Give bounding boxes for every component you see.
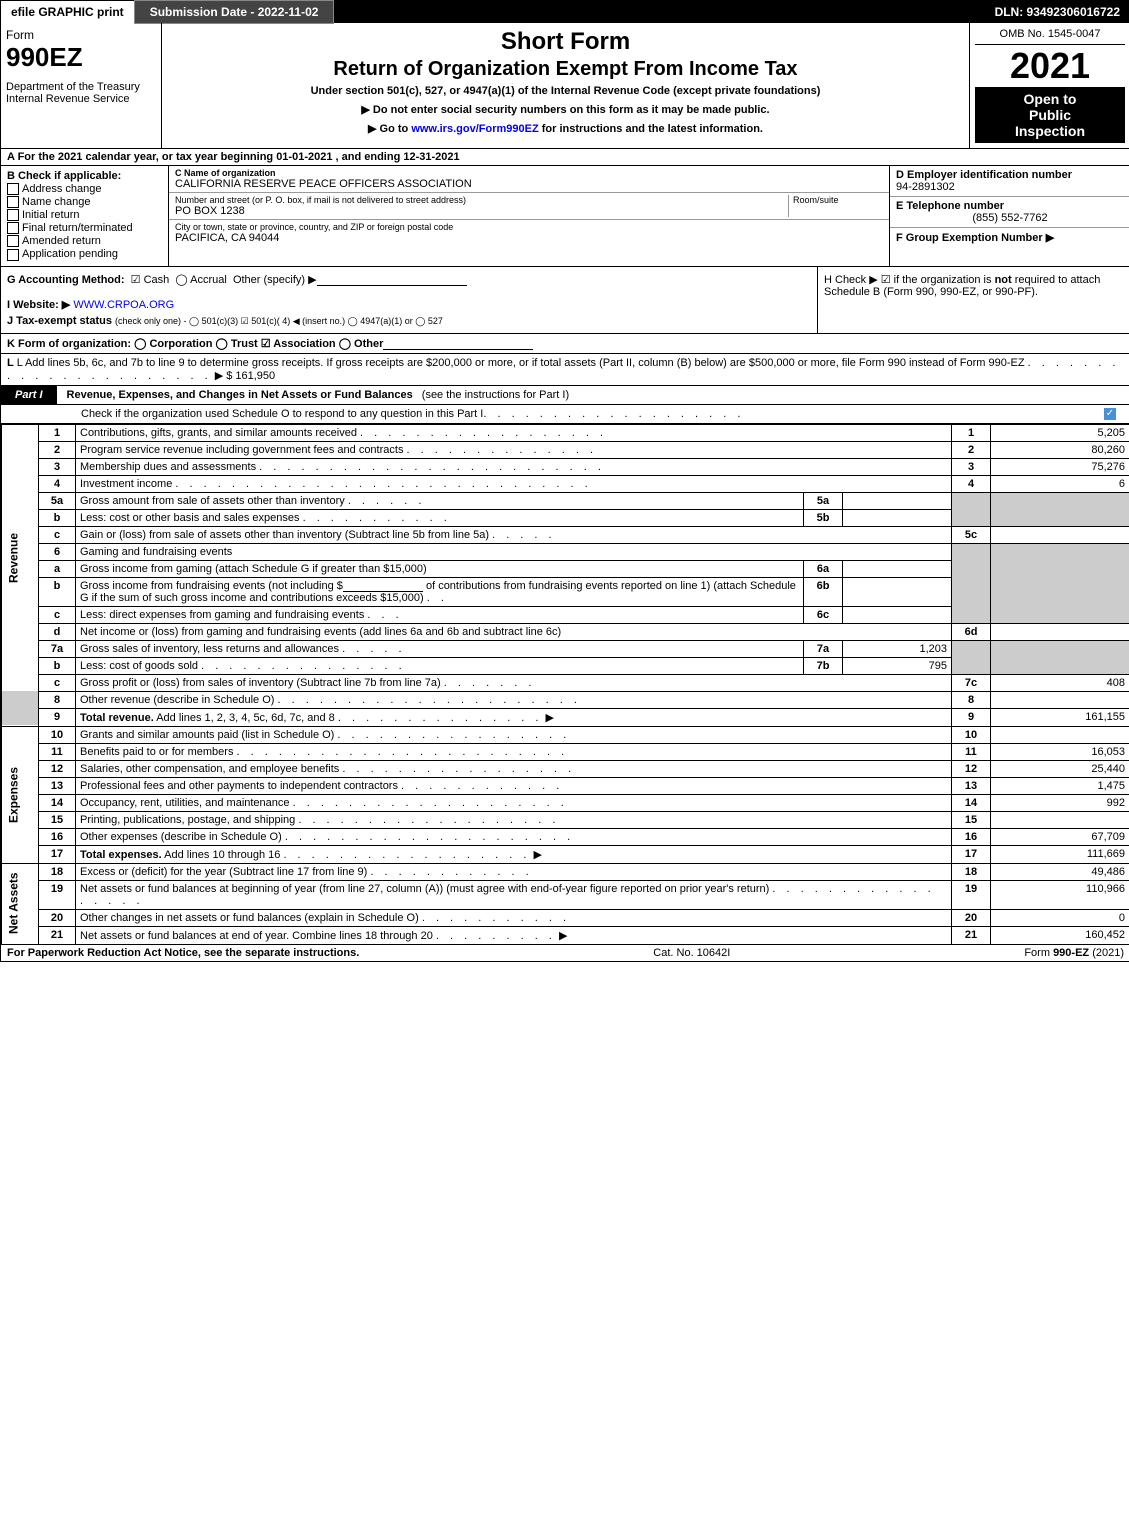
part-1-check-schedule-o: Check if the organization used Schedule … [1, 405, 1129, 424]
part-1-title: Revenue, Expenses, and Changes in Net As… [67, 389, 413, 401]
block-d-e-f: D Employer identification number 94-2891… [889, 166, 1129, 266]
room-label: Room/suite [793, 195, 883, 205]
efile-print-button[interactable]: efile GRAPHIC print [1, 1, 134, 23]
form-word: Form [6, 28, 34, 42]
org-name-label: C Name of organization [175, 168, 883, 178]
block-c-org-info: C Name of organization CALIFORNIA RESERV… [169, 166, 889, 266]
phone-value: (855) 552-7762 [896, 212, 1124, 224]
row-k-form-org: K Form of organization: ◯ Corporation ◯ … [1, 334, 1129, 354]
row-i-website: I Website: ▶ WWW.CRPOA.ORG [7, 298, 811, 311]
tax-year: 2021 [975, 45, 1125, 87]
footer: For Paperwork Reduction Act Notice, see … [1, 945, 1129, 961]
revenue-tab: Revenue [2, 424, 39, 691]
street-label: Number and street (or P. O. box, if mail… [175, 195, 788, 205]
ein-label: D Employer identification number [896, 169, 1124, 181]
group-exemption-label: F Group Exemption Number ▶ [896, 231, 1124, 244]
checkbox-final-return[interactable]: Final return/terminated [7, 222, 162, 234]
checkbox-amended-return[interactable]: Amended return [7, 235, 162, 247]
top-bar: efile GRAPHIC print Submission Date - 20… [1, 1, 1129, 23]
phone-label: E Telephone number [896, 200, 1124, 212]
city-label: City or town, state or province, country… [175, 222, 883, 232]
ein-value: 94-2891302 [896, 181, 1124, 193]
line-a-tax-year: A For the 2021 calendar year, or tax yea… [1, 149, 1129, 166]
checkbox-name-change[interactable]: Name change [7, 196, 162, 208]
form-footer-id: Form 990-EZ (2021) [1024, 947, 1124, 959]
block-b-checkboxes: B Check if applicable: Address change Na… [1, 166, 169, 266]
checkbox-application-pending[interactable]: Application pending [7, 248, 162, 260]
check-icon: ✓ [1104, 408, 1116, 420]
net-assets-tab: Net Assets [2, 863, 39, 944]
expenses-tab: Expenses [2, 726, 39, 863]
form-header: Form 990EZ Department of the Treasury In… [1, 23, 1129, 149]
goto-instructions: ▶ Go to www.irs.gov/Form990EZ for instru… [172, 122, 959, 135]
section-subtitle: Under section 501(c), 527, or 4947(a)(1)… [172, 85, 959, 97]
checkbox-address-change[interactable]: Address change [7, 183, 162, 195]
website-link[interactable]: WWW.CRPOA.ORG [73, 299, 174, 311]
paperwork-notice: For Paperwork Reduction Act Notice, see … [7, 947, 359, 959]
org-name: CALIFORNIA RESERVE PEACE OFFICERS ASSOCI… [175, 178, 883, 190]
dln-label: DLN: 93492306016722 [995, 5, 1129, 19]
city-value: PACIFICA, CA 94044 [175, 232, 883, 244]
ssn-warning: ▶ Do not enter social security numbers o… [172, 103, 959, 116]
form-number: 990EZ [6, 42, 156, 73]
row-j-tax-exempt: J Tax-exempt status (check only one) - ◯… [7, 315, 811, 327]
row-h-schedule-b: H Check ▶ ☑ if the organization is not r… [817, 267, 1129, 333]
dept-treasury: Department of the Treasury [6, 81, 156, 93]
catalog-number: Cat. No. 10642I [653, 947, 730, 959]
part-1-header: Part I Revenue, Expenses, and Changes in… [1, 386, 1129, 405]
return-title: Return of Organization Exempt From Incom… [172, 58, 959, 81]
block-b-label: B Check if applicable: [7, 170, 162, 182]
row-g-accounting: G Accounting Method: ☑ Cash ◯ Accrual Ot… [7, 273, 811, 286]
part-1-subtitle: (see the instructions for Part I) [416, 389, 569, 401]
open-public-badge: Open to Public Inspection [975, 87, 1125, 143]
irs-link[interactable]: www.irs.gov/Form990EZ [411, 123, 538, 135]
checkbox-initial-return[interactable]: Initial return [7, 209, 162, 221]
submission-date: Submission Date - 2022-11-02 [134, 0, 335, 24]
part-1-table: Revenue 1 Contributions, gifts, grants, … [1, 424, 1129, 945]
irs-label: Internal Revenue Service [6, 93, 156, 105]
short-form-title: Short Form [172, 28, 959, 56]
omb-number: OMB No. 1545-0047 [975, 28, 1125, 45]
part-1-label: Part I [1, 386, 57, 404]
row-l-gross-receipts: L L Add lines 5b, 6c, and 7b to line 9 t… [1, 354, 1129, 386]
street-value: PO BOX 1238 [175, 205, 788, 217]
